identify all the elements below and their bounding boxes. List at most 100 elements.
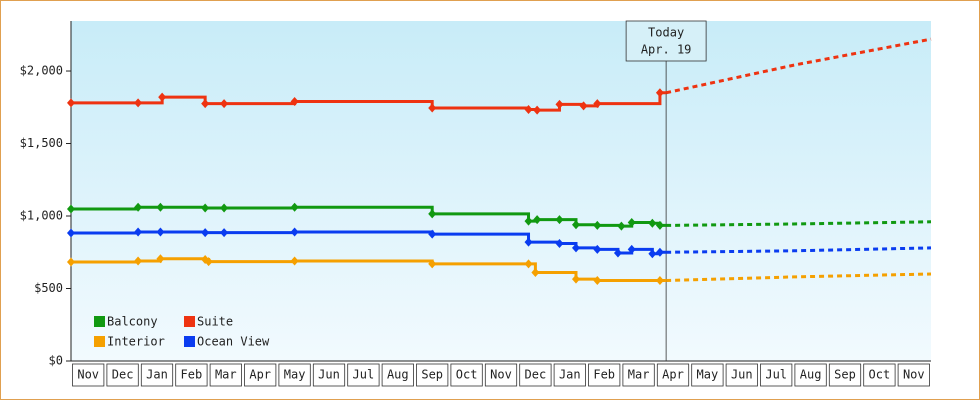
month-cell: [312, 363, 346, 387]
legend-label: Suite: [197, 315, 233, 329]
x-tick-label: Dec: [112, 368, 134, 382]
month-cell: [244, 363, 277, 387]
legend-label: Interior: [107, 335, 165, 349]
price-point: [220, 99, 229, 109]
x-tick-label: Apr: [662, 368, 684, 382]
x-tick-label: Jun: [318, 368, 340, 382]
x-tick-label: Aug: [387, 368, 409, 382]
price-point: [524, 237, 533, 247]
x-tick-label: Nov: [490, 368, 512, 382]
price-point: [593, 244, 602, 254]
projection-line: [666, 246, 932, 254]
y-tick-label: $1,000: [20, 209, 63, 223]
price-point: [555, 99, 564, 109]
x-tick-label: Nov: [77, 368, 99, 382]
price-point: [67, 228, 75, 238]
price-point: [134, 227, 143, 237]
legend-label: Ocean View: [197, 335, 270, 349]
month-cell: [553, 363, 586, 387]
month-cell: [416, 363, 449, 387]
price-point: [204, 257, 213, 267]
price-point: [290, 227, 299, 237]
x-tick-label: Sep: [834, 368, 856, 382]
x-tick-label: Feb: [593, 368, 615, 382]
y-tick-label: $1,500: [20, 136, 63, 150]
price-point: [593, 276, 602, 286]
x-tick-label: Oct: [456, 368, 478, 382]
price-point: [428, 209, 437, 219]
price-point: [571, 243, 580, 253]
x-tick-label: Jan: [559, 368, 581, 382]
y-tick-label: $500: [34, 281, 63, 295]
x-tick-label: Mar: [215, 368, 237, 382]
month-cell: [450, 363, 483, 387]
price-point: [428, 259, 437, 269]
price-point: [593, 220, 602, 230]
today-label: Today: [648, 26, 684, 40]
month-cell: [656, 363, 690, 387]
month-cell: [140, 363, 174, 387]
price-point: [428, 229, 437, 239]
price-point: [67, 257, 75, 267]
projection-line: [666, 220, 932, 227]
price-point: [655, 88, 664, 98]
month-cell: [897, 363, 930, 387]
month-cell: [725, 363, 758, 387]
month-cell: [209, 363, 242, 387]
x-tick-label: Mar: [628, 368, 650, 382]
price-point: [524, 216, 533, 226]
price-point: [290, 96, 299, 106]
x-tick-label: Jan: [146, 368, 168, 382]
month-cell: [519, 363, 552, 387]
x-tick-label: Oct: [869, 368, 891, 382]
price-point: [428, 103, 437, 113]
x-tick-label: Apr: [249, 368, 271, 382]
price-point: [134, 98, 143, 108]
month-cell: [347, 363, 380, 387]
x-tick-label: Jul: [765, 368, 787, 382]
price-point: [555, 215, 564, 225]
today-label: Apr. 19: [641, 43, 692, 57]
price-point: [593, 99, 602, 109]
month-cell: [760, 363, 793, 387]
month-cell: [106, 363, 139, 387]
price-point: [555, 239, 564, 249]
price-point: [579, 101, 588, 111]
x-tick-label: Dec: [525, 368, 547, 382]
price-point: [627, 244, 636, 254]
price-point: [201, 228, 210, 238]
y-tick-label: $0: [49, 354, 63, 368]
price-point: [134, 202, 143, 212]
price-point: [201, 99, 210, 109]
month-cell: [484, 363, 518, 387]
plot-area: [71, 21, 931, 361]
x-tick-label: Jul: [353, 368, 375, 382]
price-point: [134, 256, 143, 266]
price-point: [220, 203, 229, 213]
x-tick-label: May: [697, 368, 719, 382]
x-tick-label: May: [284, 368, 306, 382]
legend-swatch: [184, 316, 195, 327]
price-point: [67, 98, 75, 108]
legend-swatch: [94, 316, 105, 327]
month-cell: [863, 363, 896, 387]
price-point: [655, 276, 664, 286]
price-point: [533, 105, 542, 115]
price-point: [531, 268, 540, 278]
price-point: [655, 220, 664, 230]
legend-swatch: [94, 336, 105, 347]
price-point: [571, 220, 580, 230]
x-tick-label: Sep: [421, 368, 443, 382]
x-tick-label: Nov: [903, 368, 925, 382]
legend-swatch: [184, 336, 195, 347]
y-tick-label: $2,000: [20, 64, 63, 78]
month-cell: [622, 363, 655, 387]
price-point: [655, 247, 664, 257]
month-cell: [794, 363, 827, 387]
x-tick-label: Feb: [181, 368, 203, 382]
today-box: [625, 20, 707, 62]
x-tick-label: Jun: [731, 368, 753, 382]
price-point: [533, 215, 542, 225]
